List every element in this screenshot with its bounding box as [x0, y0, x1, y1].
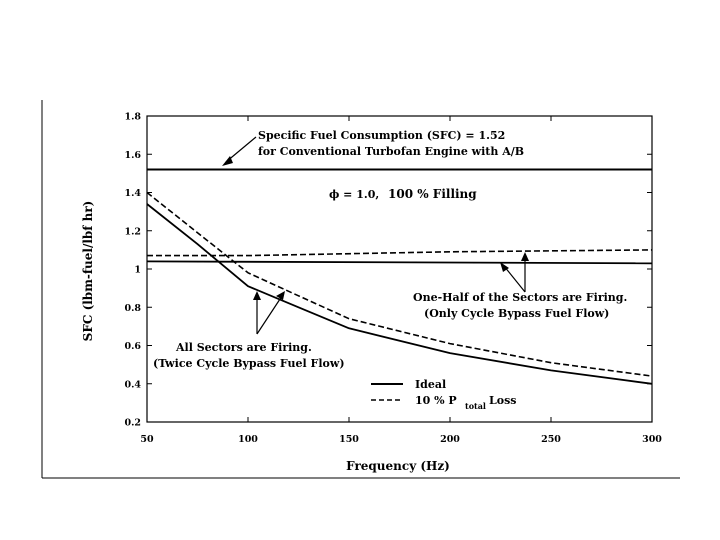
y-tick-label: 1	[134, 265, 141, 276]
legend-label-loss-subscript: total	[465, 401, 486, 411]
y-tick-label: 0.6	[124, 341, 141, 352]
y-axis-label: SFC (lbm-fuel/lbf hr)	[81, 201, 95, 342]
x-axis-ticks: 50 100 150 200 250 300	[140, 116, 662, 445]
series-line-half-ideal	[146, 260, 653, 265]
x-tick-label: 150	[339, 434, 359, 445]
annotation-arrows	[222, 136, 529, 335]
legend-label-loss: 10 % P	[415, 394, 457, 407]
y-tick-label: 1.2	[124, 226, 141, 237]
x-tick-label: 200	[440, 434, 460, 445]
plot-area	[146, 115, 653, 423]
annotation-condition-phi: ϕ = 1.0,	[329, 188, 379, 201]
arrow-half-left-head	[500, 262, 509, 272]
y-tick-label: 1.4	[124, 188, 141, 199]
y-tick-label: 0.2	[124, 418, 141, 429]
series-line-loss	[146, 191, 653, 377]
x-tick-label: 300	[642, 434, 662, 445]
legend-label-ideal: Ideal	[415, 378, 446, 391]
series-layer	[146, 168, 653, 385]
annotation-half-line1: One-Half of the Sectors are Firing.	[413, 291, 627, 304]
arrow-half-left-shaft	[503, 265, 526, 293]
annotation-condition-fill: 100 % Filling	[388, 187, 477, 201]
arrow-sfc-shaft	[225, 136, 257, 163]
annotation-all-line2: (Twice Cycle Bypass Fuel Flow)	[153, 357, 345, 370]
annotation-sfc-line1: Specific Fuel Consumption (SFC) = 1.52	[258, 129, 505, 142]
series-line-half-loss	[147, 249, 653, 257]
arrow-half-up-head	[521, 252, 529, 261]
series-line-ideal	[146, 203, 653, 385]
y-tick-label: 0.8	[124, 303, 141, 314]
arrow-all-diag-head	[276, 291, 285, 300]
arrow-all-diag-shaft	[256, 295, 283, 335]
x-tick-label: 100	[238, 434, 258, 445]
y-tick-label: 1.6	[124, 150, 141, 161]
y-axis-ticks: 0.2 0.4 0.6 0.8 1 1.2 1.4 1.6 1.8	[124, 112, 652, 429]
legend-label-loss-suffix: Loss	[489, 394, 516, 407]
annotation-all-line1: All Sectors are Firing.	[175, 341, 312, 354]
annotation-sfc-line2: for Conventional Turbofan Engine with A/…	[258, 145, 524, 158]
x-tick-label: 250	[541, 434, 561, 445]
y-tick-label: 1.8	[124, 112, 141, 123]
annotation-half-line2: (Only Cycle Bypass Fuel Flow)	[424, 307, 609, 320]
arrow-all-up-head	[253, 291, 261, 300]
x-tick-label: 50	[140, 434, 154, 445]
x-axis-label: Frequency (Hz)	[346, 459, 450, 473]
arrow-sfc-head	[222, 156, 233, 166]
y-tick-label: 0.4	[124, 379, 141, 390]
